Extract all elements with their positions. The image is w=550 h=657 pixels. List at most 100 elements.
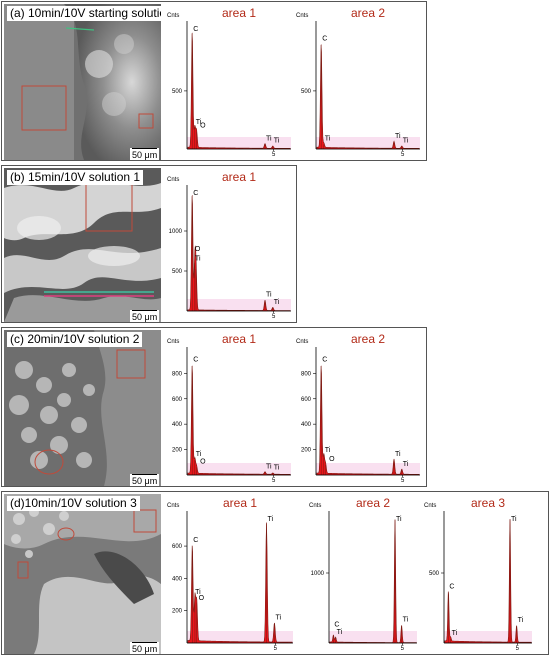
scale-bar-line	[132, 642, 158, 643]
spectrum-c1: area 1 Cnts 200 400 600 800 C Ti O Ti Ti 5	[165, 331, 293, 484]
y-tick-label: 1000	[169, 229, 183, 235]
peak-label-Ti: Ti	[395, 133, 401, 140]
spectrum-trace	[316, 44, 420, 150]
peak-label-C: C	[449, 584, 454, 591]
scale-bar-line	[132, 148, 158, 149]
x-tick-label: 5	[272, 152, 276, 158]
y-tick-label: 800	[301, 371, 312, 377]
x-tick-label: 5	[401, 646, 405, 652]
background-band	[329, 631, 417, 643]
peak-label-C: C	[193, 26, 198, 33]
peak-label-O: O	[200, 458, 206, 465]
spectrum-b1: area 1 Cnts 500 1000 C O Ti Ti Ti 5	[165, 169, 293, 320]
panel-b: (b) 15min/10V solution 1 50 μm area 1 Cnt…	[1, 165, 297, 323]
panel-a-label: (a) 10min/10V starting solution	[7, 6, 161, 21]
scale-bar-a: 50 μm	[130, 148, 160, 160]
x-tick-label: 5	[272, 478, 276, 484]
y-axis-label: Cnts	[167, 503, 179, 509]
peak-label-Ti: Ti	[403, 461, 409, 468]
peak-label-O: O	[200, 123, 206, 130]
sem-image-b: (b) 15min/10V solution 1 50 μm	[4, 168, 161, 322]
peak-label-C: C	[193, 357, 198, 364]
peak-label-O: O	[199, 595, 205, 602]
scale-bar-c: 50 μm	[130, 474, 160, 486]
peak-label-Ti: Ti	[337, 629, 343, 636]
y-tick-label: 400	[172, 576, 183, 582]
panel-d-label: (d)10min/10V solution 3	[7, 496, 140, 511]
sem-image-d: (d)10min/10V solution 3 50 μm	[4, 494, 161, 654]
sem-image-c: (c) 20min/10V solution 2 50 μm	[4, 330, 161, 486]
peak-label-Ti: Ti	[266, 135, 272, 142]
peak-label-Ti: Ti	[274, 299, 280, 306]
spectrum-trace	[187, 522, 293, 644]
x-tick-label: 5	[272, 314, 276, 320]
peak-label-Ti: Ti	[274, 138, 280, 145]
scale-bar-label: 50 μm	[132, 644, 158, 654]
y-axis-label: Cnts	[309, 503, 321, 509]
scale-bar-b: 50 μm	[130, 310, 160, 322]
spectrum-title: area 1	[222, 6, 256, 20]
peak-label-C: C	[334, 621, 339, 628]
spectrum-trace	[329, 519, 417, 644]
peak-label-Ti: Ti	[266, 463, 272, 470]
sem-micrograph-d	[4, 494, 161, 654]
y-tick-label: 500	[172, 269, 183, 275]
peak-label-Ti: Ti	[325, 447, 331, 454]
y-tick-label: 200	[172, 609, 183, 615]
y-tick-label: 600	[172, 544, 183, 550]
spectrum-title: area 2	[351, 6, 385, 20]
peak-label-C: C	[322, 35, 327, 42]
spectrum-title: area 1	[222, 170, 256, 184]
peak-label-Ti: Ti	[403, 617, 409, 624]
scale-bar-label: 50 μm	[132, 312, 158, 322]
panel-d: (d)10min/10V solution 3 50 μm area 1 Cnts…	[1, 491, 549, 655]
peak-label-Ti: Ti	[452, 630, 458, 637]
peak-label-Ti: Ti	[268, 516, 274, 523]
spectrum-a2: area 2 Cnts 500 C Ti Ti Ti 5	[294, 5, 422, 158]
spectrum-trace	[187, 196, 291, 312]
y-tick-label: 400	[172, 422, 183, 428]
y-axis-label: Cnts	[167, 177, 179, 183]
spectrum-trace	[316, 366, 420, 476]
scale-bar-line	[132, 474, 158, 475]
peak-label-C: C	[322, 357, 327, 364]
peak-label-Ti: Ti	[275, 615, 281, 622]
y-tick-label: 600	[172, 397, 183, 403]
spectrum-d1: area 1 Cnts 200 400 600 C Ti O Ti Ti 5	[165, 495, 295, 652]
y-tick-label: 1000	[311, 571, 325, 577]
spectrum-title: area 2	[356, 496, 390, 510]
y-tick-label: 500	[172, 89, 183, 95]
peak-label-Ti: Ti	[196, 451, 202, 458]
peak-label-Ti: Ti	[403, 138, 409, 145]
sem-micrograph-b	[4, 168, 161, 322]
sem-image-a: (a) 10min/10V starting solution 50 μm	[4, 4, 161, 160]
y-tick-label: 600	[301, 397, 312, 403]
peak-label-Ti: Ti	[195, 589, 201, 596]
peak-label-Ti: Ti	[196, 119, 202, 126]
y-tick-label: 500	[429, 571, 440, 577]
x-tick-label: 5	[401, 478, 405, 484]
peak-label-Ti: Ti	[395, 451, 401, 458]
spectrum-trace	[444, 518, 532, 644]
panel-a: (a) 10min/10V starting solution 50 μm ar…	[1, 1, 427, 161]
peak-label-O: O	[329, 456, 335, 463]
peak-label-Ti: Ti	[511, 516, 517, 523]
sem-micrograph-a	[4, 4, 161, 160]
spectrum-d3: area 3 Cnts 500 C Ti Ti Ti 5	[422, 495, 534, 652]
spectrum-d2: area 2 Cnts 1000 C Ti Ti Ti 5	[307, 495, 419, 652]
peak-label-Ti: Ti	[274, 465, 280, 472]
x-tick-label: 5	[274, 646, 278, 652]
x-tick-label: 5	[401, 152, 405, 158]
peak-label-Ti: Ti	[195, 256, 201, 263]
y-axis-label: Cnts	[167, 339, 179, 345]
scale-bar-label: 50 μm	[132, 150, 158, 160]
panel-c-label: (c) 20min/10V solution 2	[7, 332, 143, 347]
y-axis-label: Cnts	[296, 13, 308, 19]
y-axis-label: Cnts	[424, 503, 436, 509]
spectrum-title: area 2	[351, 332, 385, 346]
peak-label-Ti: Ti	[325, 135, 331, 142]
spectrum-a1: area 1 Cnts 500 C Ti O Ti Ti 5	[165, 5, 293, 158]
scale-bar-line	[132, 310, 158, 311]
spectrum-title: area 1	[222, 332, 256, 346]
panel-c: (c) 20min/10V solution 2 50 μm area 1 Cnt…	[1, 327, 427, 487]
